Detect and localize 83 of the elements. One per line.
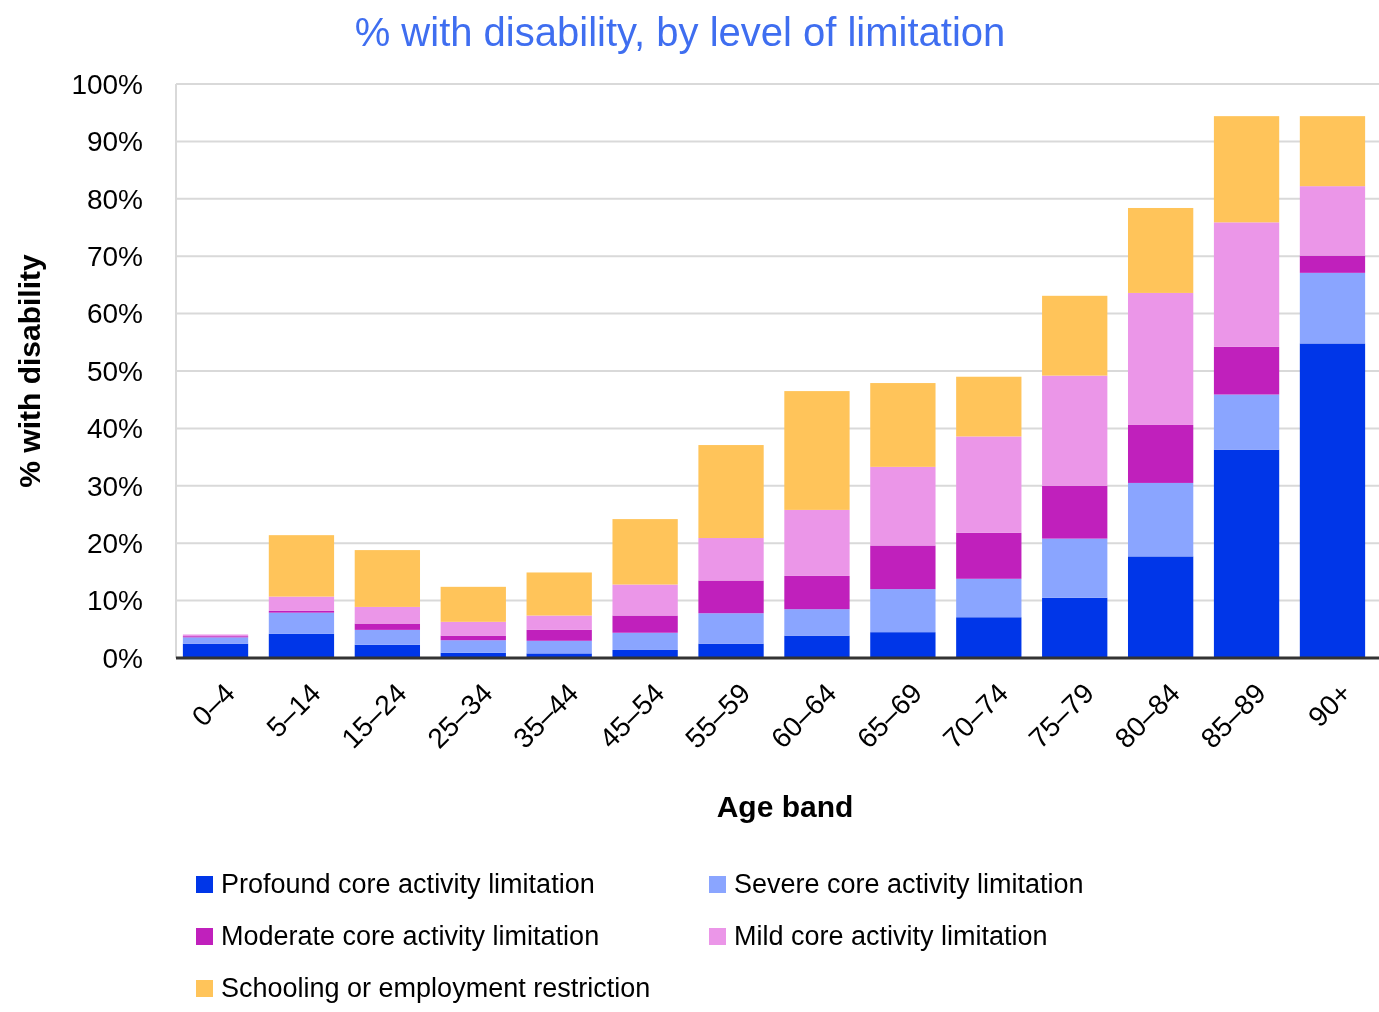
bar — [268, 612, 335, 634]
bar — [1042, 597, 1108, 658]
bar — [1042, 295, 1108, 376]
bar — [1213, 346, 1280, 395]
bar — [956, 617, 1022, 658]
y-tick-label: 20% — [86, 528, 143, 559]
bar — [182, 637, 249, 644]
bar — [354, 644, 421, 658]
y-tick-label: 60% — [86, 298, 143, 330]
bar — [698, 643, 764, 658]
bar — [354, 623, 421, 630]
legend-label: Moderate core activity limitation — [221, 921, 600, 952]
bar — [1042, 375, 1108, 486]
bar — [612, 584, 678, 616]
bar — [784, 575, 850, 610]
bar — [698, 445, 764, 539]
bar — [870, 632, 936, 658]
bar — [870, 466, 936, 546]
y-tick-label: 0% — [102, 642, 143, 674]
bar — [612, 519, 678, 585]
bar — [956, 436, 1022, 533]
bar — [268, 535, 335, 597]
bar — [870, 383, 936, 467]
bar — [440, 621, 506, 636]
bar — [1127, 556, 1194, 658]
legend-label: Severe core activity limitation — [734, 869, 1084, 900]
bar — [698, 538, 764, 581]
bar — [526, 615, 592, 630]
bar — [1042, 538, 1108, 598]
y-tick-label: 30% — [86, 470, 143, 502]
bar — [1299, 186, 1366, 256]
bar — [354, 606, 421, 624]
bar — [956, 532, 1022, 579]
bar — [268, 633, 335, 658]
bar — [1127, 424, 1194, 483]
bar — [526, 572, 592, 616]
bar — [1299, 255, 1366, 273]
bar — [784, 391, 850, 510]
x-tick-label: 0–4 — [185, 677, 241, 733]
legend-label: Schooling or employment restriction — [221, 973, 651, 1004]
bar — [182, 643, 249, 658]
y-tick-label: 90% — [86, 126, 143, 158]
y-axis-title: % with disability — [13, 254, 46, 488]
bar — [1213, 449, 1280, 658]
bar — [1213, 116, 1280, 223]
x-tick-label: 90+ — [1302, 677, 1358, 733]
bar — [526, 640, 592, 654]
bar — [1127, 207, 1194, 293]
bar — [612, 632, 678, 650]
bar — [870, 589, 936, 633]
bar — [354, 550, 421, 607]
y-tick-label: 50% — [86, 355, 143, 387]
legend-label: Profound core activity limitation — [221, 869, 595, 900]
legend-label: Mild core activity limitation — [734, 921, 1048, 952]
bar — [956, 376, 1022, 437]
bar — [440, 586, 506, 622]
bar — [526, 629, 592, 641]
bar — [698, 580, 764, 614]
bar — [1042, 485, 1108, 539]
bar — [1127, 292, 1194, 425]
bar — [1299, 343, 1366, 658]
y-tick-label: 40% — [86, 413, 143, 445]
bar — [268, 596, 335, 611]
bar — [698, 613, 764, 644]
y-tick-label: 100% — [71, 68, 143, 100]
bar — [784, 509, 850, 576]
bar — [1213, 222, 1280, 347]
bar — [956, 578, 1022, 618]
bar — [440, 640, 506, 653]
bar — [1299, 272, 1366, 344]
bar — [784, 635, 850, 658]
y-tick-label: 10% — [86, 585, 143, 617]
bar — [870, 545, 936, 590]
bar — [612, 615, 678, 633]
bar — [1299, 116, 1366, 187]
x-axis-title: Age band — [716, 790, 854, 823]
y-tick-label: 80% — [86, 183, 143, 215]
bar — [354, 629, 421, 645]
y-tick-label: 70% — [86, 241, 143, 272]
chart-title: % with disability, by level of limitation — [354, 10, 1006, 54]
bar — [784, 609, 850, 636]
bar — [1127, 482, 1194, 557]
bar — [1213, 394, 1280, 450]
